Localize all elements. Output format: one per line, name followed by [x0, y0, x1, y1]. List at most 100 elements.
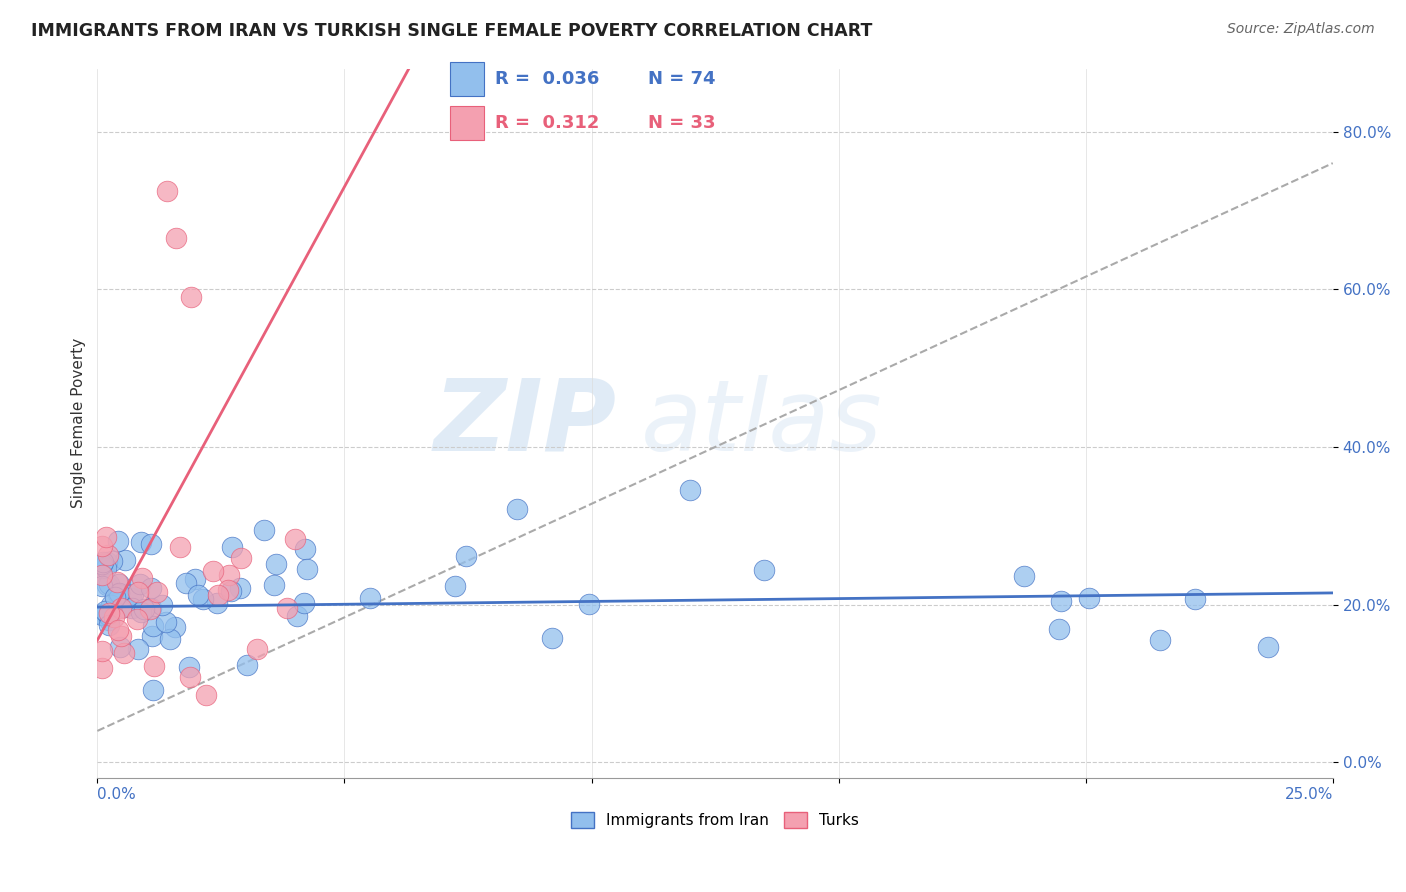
- Point: [121, 601, 143, 615]
- Point: [91, 661, 114, 675]
- Point: [91, 579, 114, 593]
- Point: [165, 231, 187, 245]
- Point: [142, 618, 165, 632]
- Point: [294, 596, 316, 610]
- Point: [129, 577, 152, 591]
- Point: [145, 584, 167, 599]
- Point: [359, 591, 381, 605]
- Point: [100, 554, 122, 568]
- Bar: [450, 106, 484, 140]
- Point: [454, 549, 477, 564]
- Point: [253, 523, 276, 537]
- Text: 25.0%: 25.0%: [1285, 788, 1333, 803]
- Point: [120, 591, 142, 606]
- Point: [202, 565, 225, 579]
- Point: [294, 541, 316, 556]
- Point: [103, 610, 125, 624]
- Point: [91, 608, 114, 623]
- Point: [107, 623, 129, 637]
- Point: [98, 606, 121, 620]
- Point: [187, 588, 209, 602]
- Point: [104, 590, 127, 604]
- Point: [195, 689, 218, 703]
- Point: [96, 578, 118, 592]
- Point: [114, 553, 136, 567]
- Point: [125, 611, 148, 625]
- Point: [236, 657, 259, 672]
- Point: [276, 600, 298, 615]
- Point: [1149, 633, 1171, 648]
- Bar: [450, 62, 484, 95]
- Point: [219, 583, 242, 598]
- Point: [541, 632, 564, 646]
- Point: [91, 644, 114, 658]
- Point: [155, 184, 177, 198]
- Point: [142, 658, 165, 673]
- Text: IMMIGRANTS FROM IRAN VS TURKISH SINGLE FEMALE POVERTY CORRELATION CHART: IMMIGRANTS FROM IRAN VS TURKISH SINGLE F…: [31, 22, 872, 40]
- Point: [285, 608, 308, 623]
- Point: [91, 558, 114, 572]
- Point: [107, 587, 129, 601]
- Point: [127, 641, 149, 656]
- Y-axis label: Single Female Poverty: Single Female Poverty: [72, 338, 86, 508]
- Point: [112, 646, 135, 660]
- Point: [165, 620, 187, 634]
- Point: [752, 563, 775, 577]
- Point: [96, 560, 118, 574]
- Text: ZIP: ZIP: [433, 375, 616, 472]
- Point: [129, 605, 152, 619]
- Point: [96, 555, 118, 569]
- Legend: Immigrants from Iran, Turks: Immigrants from Iran, Turks: [565, 806, 865, 834]
- Point: [97, 548, 120, 562]
- Point: [679, 483, 702, 498]
- Text: R =  0.312: R = 0.312: [495, 114, 599, 132]
- Text: N = 74: N = 74: [648, 70, 716, 87]
- Point: [91, 568, 114, 582]
- Point: [98, 618, 121, 632]
- Point: [217, 583, 239, 598]
- Point: [1047, 622, 1070, 636]
- Point: [112, 600, 135, 615]
- Point: [139, 537, 162, 551]
- Point: [169, 541, 191, 555]
- Point: [155, 615, 177, 629]
- Text: 0.0%: 0.0%: [97, 788, 136, 803]
- Point: [91, 561, 114, 575]
- Point: [141, 600, 163, 615]
- Point: [1077, 591, 1099, 606]
- Point: [221, 540, 243, 554]
- Point: [131, 535, 153, 549]
- Point: [110, 629, 132, 643]
- Text: Source: ZipAtlas.com: Source: ZipAtlas.com: [1227, 22, 1375, 37]
- Point: [107, 534, 129, 549]
- Point: [98, 577, 121, 591]
- Point: [108, 640, 131, 654]
- Point: [263, 578, 285, 592]
- Text: atlas: atlas: [641, 375, 883, 472]
- Point: [94, 530, 117, 544]
- Point: [180, 290, 202, 304]
- Point: [108, 577, 131, 591]
- Point: [91, 539, 114, 553]
- Point: [134, 602, 156, 616]
- Point: [94, 604, 117, 618]
- Point: [108, 586, 131, 600]
- Point: [444, 579, 467, 593]
- Point: [159, 632, 181, 647]
- Point: [179, 670, 201, 684]
- Point: [127, 585, 149, 599]
- Text: N = 33: N = 33: [648, 114, 716, 132]
- Point: [91, 607, 114, 621]
- Point: [105, 574, 128, 589]
- Point: [228, 581, 250, 595]
- Point: [264, 557, 287, 571]
- Point: [207, 588, 229, 602]
- Point: [1257, 640, 1279, 654]
- Point: [98, 613, 121, 627]
- Point: [138, 602, 160, 616]
- Point: [578, 597, 600, 611]
- Point: [1014, 569, 1036, 583]
- Point: [505, 502, 527, 516]
- Point: [295, 562, 318, 576]
- Point: [229, 551, 252, 566]
